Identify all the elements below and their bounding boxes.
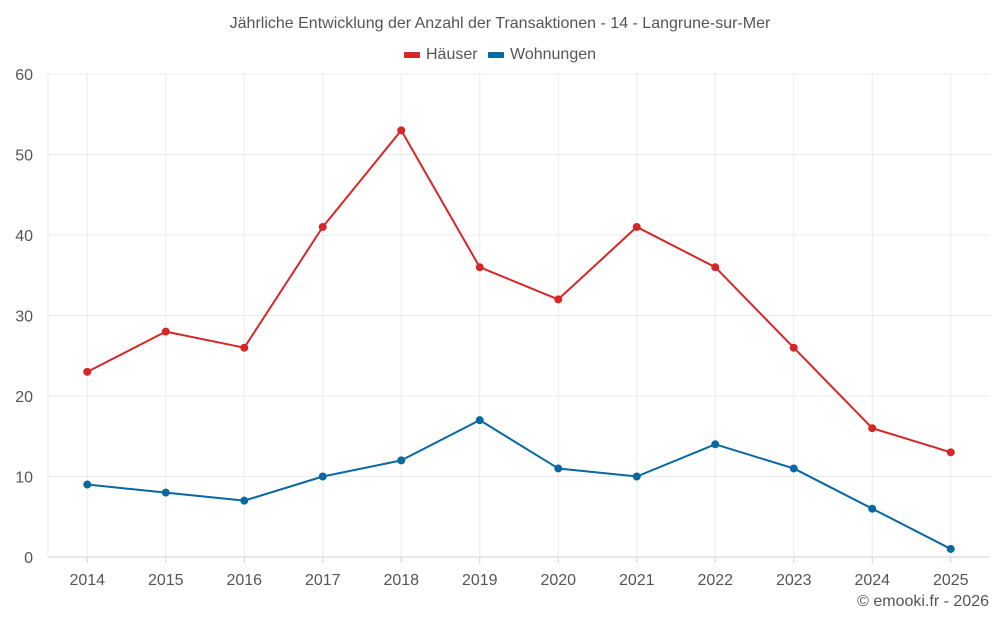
data-point[interactable]: [240, 343, 249, 352]
y-tick-label: 50: [15, 148, 33, 165]
x-tick-label: 2018: [383, 572, 419, 589]
y-tick-label: 40: [15, 228, 33, 245]
data-point[interactable]: [632, 472, 641, 481]
data-point[interactable]: [318, 222, 327, 231]
legend-swatch-wohnungen-icon: [488, 52, 505, 58]
x-tick-label: 2024: [854, 572, 890, 589]
x-tick-label: 2023: [776, 572, 812, 589]
x-tick-label: 2020: [540, 572, 576, 589]
x-tick-label: 2015: [148, 572, 184, 589]
data-point[interactable]: [711, 440, 720, 449]
x-tick-label: 2025: [933, 572, 969, 589]
data-point[interactable]: [318, 472, 327, 481]
y-tick-label: 30: [15, 309, 33, 326]
legend: Häuser Wohnungen: [0, 45, 1000, 64]
data-point[interactable]: [554, 295, 563, 304]
legend-label-haeuser: Häuser: [425, 46, 478, 63]
y-tick-label: 0: [24, 550, 33, 567]
data-point[interactable]: [475, 263, 484, 272]
x-tick-label: 2019: [462, 572, 498, 589]
data-point[interactable]: [397, 126, 406, 135]
data-point[interactable]: [83, 480, 92, 489]
y-tick-label: 10: [15, 470, 33, 487]
legend-item-haeuser[interactable]: Häuser: [403, 46, 478, 64]
x-tick-label: 2021: [619, 572, 655, 589]
chart-title: Jährliche Entwicklung der Anzahl der Tra…: [229, 15, 771, 32]
legend-swatch-haeuser-icon: [403, 52, 420, 58]
credit: © emooki.fr - 2026: [857, 593, 989, 610]
x-tick-label: 2014: [69, 572, 105, 589]
data-point[interactable]: [789, 343, 798, 352]
data-point[interactable]: [868, 424, 877, 433]
grid: [47, 73, 990, 563]
data-point[interactable]: [789, 464, 798, 473]
legend-label-wohnungen: Wohnungen: [510, 46, 597, 63]
y-tick-label: 20: [15, 389, 33, 406]
data-point[interactable]: [161, 327, 170, 336]
data-point[interactable]: [83, 367, 92, 376]
data-point[interactable]: [475, 416, 484, 425]
x-tick-label: 2016: [226, 572, 262, 589]
data-point[interactable]: [161, 488, 170, 497]
data-point[interactable]: [632, 222, 641, 231]
x-tick-label: 2022: [697, 572, 733, 589]
data-point[interactable]: [946, 544, 955, 553]
legend-item-wohnungen[interactable]: Wohnungen: [488, 46, 596, 64]
data-point[interactable]: [397, 456, 406, 465]
y-tick-label: 60: [15, 67, 33, 84]
series-wohnungen: [83, 416, 955, 553]
x-tick-label: 2017: [305, 572, 341, 589]
series-haeuser: [83, 126, 955, 457]
data-point[interactable]: [946, 448, 955, 457]
data-point[interactable]: [240, 496, 249, 505]
data-point[interactable]: [868, 504, 877, 513]
data-point[interactable]: [711, 263, 720, 272]
data-point[interactable]: [554, 464, 563, 473]
